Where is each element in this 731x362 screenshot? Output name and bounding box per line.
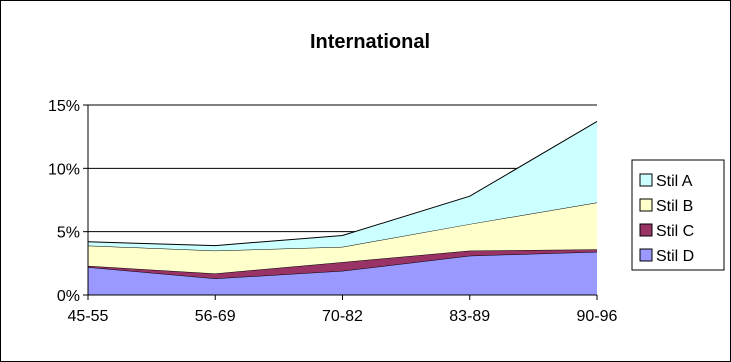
legend-label: Stil B [656, 198, 693, 215]
area-stil-d [88, 251, 597, 295]
area-stil-b [88, 202, 597, 274]
area-edge-stil-c [87, 248, 598, 274]
legend-swatch [639, 248, 653, 262]
legend-label: Stil D [656, 248, 694, 265]
area-edge-stil-a [87, 121, 598, 247]
legend-swatch [639, 223, 653, 237]
area-edge-stil-b [87, 202, 598, 252]
y-tick-label: 15% [48, 98, 80, 115]
chart-title: International [310, 31, 430, 53]
x-axis-ticks: 45-55 56-69 70-82 83-89 90-96 [68, 295, 618, 325]
y-tick-label: 5% [57, 225, 80, 242]
area-stil-a [88, 121, 597, 251]
legend-label: Stil A [656, 173, 693, 190]
legend: Stil A Stil B Stil C Stil D [631, 159, 725, 271]
y-tick-label: 10% [48, 161, 80, 178]
x-tick-label: 45-55 [68, 308, 109, 325]
x-tick-label: 70-82 [322, 308, 363, 325]
legend-label: Stil C [656, 223, 694, 240]
y-tick-label: 0% [57, 288, 80, 305]
y-axis-ticks: 0% 5% 10% 15% [48, 98, 88, 305]
area-stil-c [88, 249, 597, 279]
x-tick-label: 56-69 [195, 308, 236, 325]
x-tick-label: 90-96 [577, 308, 618, 325]
x-tick-label: 83-89 [449, 308, 490, 325]
legend-swatch [639, 173, 653, 187]
legend-swatch [639, 198, 653, 212]
series-areas [87, 121, 598, 295]
